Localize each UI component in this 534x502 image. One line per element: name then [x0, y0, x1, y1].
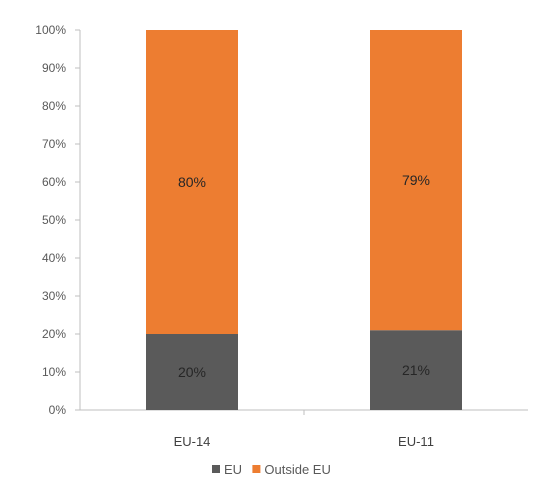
- y-tick-label: 100%: [35, 23, 66, 37]
- y-axis: 0% 10% 20% 30% 40% 50% 60% 70% 80% 90% 100%: [35, 23, 81, 417]
- data-label: 21%: [402, 362, 430, 378]
- bar-segment: [370, 330, 462, 410]
- bar-segment: [370, 30, 462, 331]
- y-tick-label: 50%: [42, 213, 66, 227]
- y-tick-label: 70%: [42, 137, 66, 151]
- y-tick-label: 80%: [42, 99, 66, 113]
- x-tick-label: EU-11: [398, 434, 434, 449]
- bars: 20% 80% 21% 79%: [146, 30, 462, 410]
- y-tick-label: 0%: [49, 403, 67, 417]
- y-tick-label: 90%: [42, 61, 66, 75]
- x-tick-label: EU-14: [174, 434, 211, 449]
- legend-label: EU: [224, 462, 242, 477]
- y-tick-label: 40%: [42, 251, 66, 265]
- y-tick-label: 30%: [42, 289, 66, 303]
- bar-segment: [146, 334, 238, 410]
- data-label: 79%: [402, 172, 430, 188]
- data-label: 80%: [178, 174, 206, 190]
- bar-segment: [146, 30, 238, 334]
- legend-label: Outside EU: [264, 462, 330, 477]
- y-tick-label: 10%: [42, 365, 66, 379]
- y-tick-label: 20%: [42, 327, 66, 341]
- data-label: 20%: [178, 364, 206, 380]
- legend-swatch: [212, 465, 220, 473]
- legend: EU Outside EU: [212, 462, 331, 477]
- legend-swatch: [252, 465, 261, 473]
- y-tick-label: 60%: [42, 175, 66, 189]
- x-axis: EU-14 EU-11: [80, 409, 528, 449]
